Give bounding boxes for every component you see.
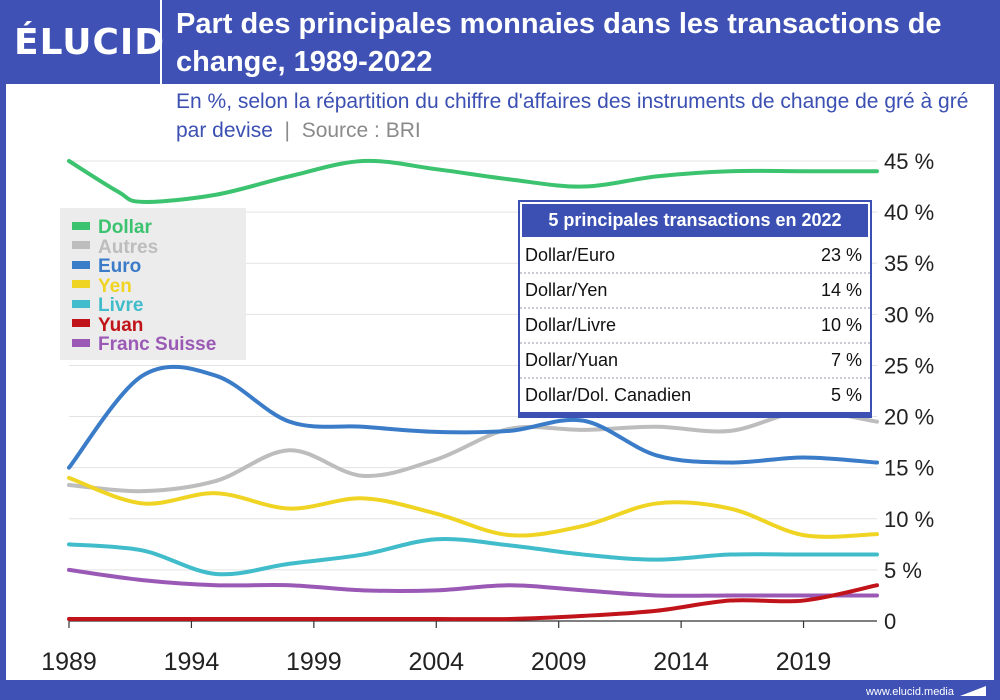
table-body: Dollar/Euro 23 % Dollar/Yen 14 % Dollar/Livr… bbox=[520, 239, 870, 416]
legend-swatch bbox=[72, 241, 90, 250]
legend-swatch bbox=[72, 260, 90, 269]
series-line-livre bbox=[67, 536, 879, 577]
legend-label: Yuan bbox=[98, 314, 144, 336]
legend-item: Livre bbox=[72, 296, 143, 316]
legend: Dollar Autres Euro Yen Livre Yuan Franc Suisse bbox=[60, 208, 246, 360]
table-row: Dollar/Dol. Canadien 5 % bbox=[520, 379, 870, 416]
legend-item: Yen bbox=[72, 275, 132, 297]
legend-swatch bbox=[72, 221, 90, 230]
legend-item: Euro bbox=[72, 257, 141, 277]
table-row: Dollar/Yen 14 % bbox=[520, 274, 870, 309]
subtitle-separator: | bbox=[272, 119, 302, 142]
pair-share: 14 % bbox=[820, 280, 862, 300]
brand-logo: ÉLUCID bbox=[14, 22, 166, 63]
line-chart: 0 5 % 10 % 15 % 20 % 25 % 30 % 35 % 40 % 45 % 1989… bbox=[41, 149, 934, 676]
legend-label: Euro bbox=[98, 256, 142, 277]
legend-swatch bbox=[72, 280, 90, 289]
x-tick-label: 1989 bbox=[41, 648, 97, 676]
x-tick-label: 1999 bbox=[286, 648, 342, 676]
legend-swatch bbox=[72, 319, 90, 328]
top-transactions-table: 5 principales transactions en 2022 Dolla… bbox=[518, 200, 872, 418]
legend-item: Franc Suisse bbox=[72, 335, 216, 355]
table-row: Dollar/Yuan 7 % bbox=[520, 344, 870, 379]
pair-share: 5 % bbox=[830, 385, 862, 405]
currency-pair: Dollar/Euro bbox=[525, 245, 616, 265]
header: ÉLUCID Part des principales monnaies dan… bbox=[0, 0, 1000, 84]
brand-mark-icon bbox=[960, 686, 986, 696]
legend-swatch bbox=[72, 299, 90, 308]
y-tick-label: 30 % bbox=[884, 302, 934, 327]
x-tick-label: 1994 bbox=[164, 648, 220, 676]
legend-label: Dollar bbox=[98, 217, 152, 238]
currency-pair: Dollar/Dol. Canadien bbox=[525, 385, 692, 405]
x-tick-label: 2004 bbox=[408, 648, 464, 676]
currency-pair: Dollar/Livre bbox=[525, 315, 617, 335]
y-tick-label: 10 % bbox=[884, 507, 934, 532]
series-line-yen bbox=[67, 475, 879, 539]
chart-title: Part des principales monnaies dans les t… bbox=[176, 8, 942, 78]
series-line-franc-suisse bbox=[67, 567, 879, 598]
pair-share: 23 % bbox=[820, 245, 862, 265]
series-line-euro bbox=[67, 364, 879, 470]
x-tick-label: 2014 bbox=[653, 648, 709, 676]
y-tick-label: 35 % bbox=[884, 251, 934, 276]
y-tick-label: 45 % bbox=[884, 149, 934, 174]
legend-label: Franc Suisse bbox=[98, 334, 217, 355]
legend-item: Yuan bbox=[72, 314, 144, 336]
legend-label: Livre bbox=[98, 295, 144, 316]
currency-pair: Dollar/Yen bbox=[525, 280, 608, 300]
series-line-yuan bbox=[67, 583, 879, 622]
legend-label: Yen bbox=[98, 275, 132, 297]
logo-divider bbox=[160, 0, 162, 84]
table-row: Dollar/Euro 23 % bbox=[520, 239, 870, 274]
source-label: Source : BRI bbox=[301, 119, 421, 142]
pair-share: 7 % bbox=[830, 350, 862, 370]
y-tick-label: 25 % bbox=[884, 353, 934, 378]
y-tick-label: 20 % bbox=[884, 405, 934, 430]
legend-swatch bbox=[72, 338, 90, 347]
y-tick-label: 5 % bbox=[884, 558, 922, 583]
series-line-dollar bbox=[67, 158, 879, 204]
legend-label: Autres bbox=[98, 236, 159, 258]
pair-share: 10 % bbox=[820, 315, 862, 335]
chart-panel: En %, selon la répartition du chiffre d'… bbox=[6, 84, 994, 680]
site-url: www.elucid.media bbox=[865, 686, 954, 698]
currency-pair: Dollar/Yuan bbox=[525, 350, 619, 370]
legend-item: Dollar bbox=[72, 218, 152, 238]
x-tick-label: 2019 bbox=[776, 648, 832, 676]
legend-item: Autres bbox=[72, 236, 159, 258]
y-tick-label: 40 % bbox=[884, 200, 934, 225]
table-row: Dollar/Livre 10 % bbox=[520, 309, 870, 344]
series-line-autres bbox=[67, 409, 879, 494]
table-title: 5 principales transactions en 2022 bbox=[520, 202, 870, 239]
y-tick-label: 15 % bbox=[884, 456, 934, 481]
chart-subtitle: En %, selon la répartition du chiffre d'… bbox=[176, 87, 991, 145]
y-tick-label: 0 bbox=[884, 609, 896, 634]
x-tick-label: 2009 bbox=[531, 648, 587, 676]
subtitle-text: En %, selon la répartition du chiffre d'… bbox=[176, 90, 969, 142]
